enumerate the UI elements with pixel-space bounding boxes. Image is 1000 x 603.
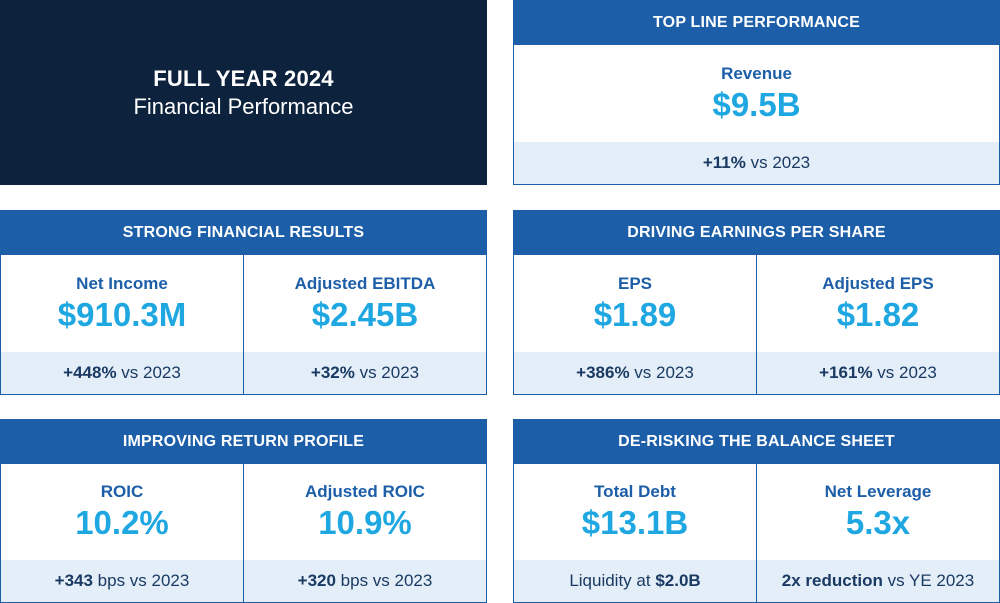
panel-earnings: DRIVING EARNINGS PER SHARE EPS $1.89 +38… <box>513 210 1000 395</box>
panel-title: STRONG FINANCIAL RESULTS <box>1 211 486 255</box>
change-text: Liquidity at <box>569 571 656 590</box>
change-highlight: +32% <box>310 363 355 382</box>
change-text: vs 2023 <box>116 363 181 382</box>
metric-value: $910.3M <box>57 295 187 333</box>
metric-eps: EPS $1.89 +386% vs 2023 <box>514 255 756 394</box>
metric-label: Adjusted EPS <box>822 273 934 293</box>
metric-value: 10.2% <box>75 504 169 541</box>
metric-total-debt: Total Debt $13.1B Liquidity at $2.0B <box>514 464 756 602</box>
change-highlight: 2x reduction <box>781 571 883 590</box>
metric-value: $9.5B <box>712 85 801 123</box>
metric-roic: ROIC 10.2% +343 bps vs 2023 <box>1 464 243 602</box>
metric-value: 10.9% <box>318 504 412 541</box>
change-highlight: +11% <box>702 153 746 172</box>
metric-value: $2.45B <box>311 295 419 333</box>
metric-value: $1.82 <box>836 295 920 333</box>
metric-change: +448% vs 2023 <box>1 352 243 394</box>
panel-title: DE-RISKING THE BALANCE SHEET <box>514 420 999 464</box>
change-highlight: +161% <box>819 363 873 382</box>
panel-title: DRIVING EARNINGS PER SHARE <box>514 211 999 255</box>
metric-change: +343 bps vs 2023 <box>1 560 243 602</box>
metric-label: Revenue <box>721 63 792 83</box>
metric-net-income: Net Income $910.3M +448% vs 2023 <box>1 255 243 394</box>
change-highlight: $2.0B <box>655 571 701 590</box>
panel-returns: IMPROVING RETURN PROFILE ROIC 10.2% +343… <box>0 419 487 603</box>
metric-label: EPS <box>617 273 653 293</box>
metric-label: Adjusted EBITDA <box>294 273 436 293</box>
metric-adjusted-roic: Adjusted ROIC 10.9% +320 bps vs 2023 <box>243 464 486 602</box>
metric-change: +320 bps vs 2023 <box>244 560 486 602</box>
metric-adjusted-ebitda: Adjusted EBITDA $2.45B +32% vs 2023 <box>243 255 486 394</box>
metric-label: Net Income <box>76 273 168 293</box>
panel-title: TOP LINE PERFORMANCE <box>514 1 999 45</box>
change-text: vs 2023 <box>354 363 420 382</box>
panel-balance-sheet: DE-RISKING THE BALANCE SHEET Total Debt … <box>513 419 1000 603</box>
metric-change: Liquidity at $2.0B <box>514 560 756 602</box>
change-text: vs 2023 <box>872 363 937 382</box>
change-highlight: +448% <box>63 363 117 382</box>
metric-label: Net Leverage <box>824 482 932 501</box>
metric-label: Total Debt <box>594 482 676 501</box>
metric-adjusted-eps: Adjusted EPS $1.82 +161% vs 2023 <box>756 255 999 394</box>
metric-change: 2x reduction vs YE 2023 <box>757 560 999 602</box>
change-highlight: +320 <box>297 571 336 590</box>
panel-financial-results: STRONG FINANCIAL RESULTS Net Income $910… <box>0 210 487 395</box>
hero-subtitle: Financial Performance <box>133 93 354 119</box>
change-text: vs YE 2023 <box>882 571 975 590</box>
hero-title: FULL YEAR 2024 <box>153 65 334 91</box>
metric-change: +386% vs 2023 <box>514 352 756 394</box>
panel-title: IMPROVING RETURN PROFILE <box>1 420 486 464</box>
change-highlight: +343 <box>54 571 93 590</box>
metric-value: $13.1B <box>581 504 689 541</box>
change-text: bps vs 2023 <box>92 571 190 590</box>
change-text: vs 2023 <box>629 363 694 382</box>
metric-change: +11% vs 2023 <box>514 142 999 184</box>
metric-net-leverage: Net Leverage 5.3x 2x reduction vs YE 202… <box>756 464 999 602</box>
panel-top-line: TOP LINE PERFORMANCE Revenue $9.5B +11% … <box>513 0 1000 185</box>
metric-value: $1.89 <box>593 295 677 333</box>
metric-change: +32% vs 2023 <box>244 352 486 394</box>
metric-change: +161% vs 2023 <box>757 352 999 394</box>
metric-revenue: Revenue $9.5B +11% vs 2023 <box>514 45 999 184</box>
change-text: bps vs 2023 <box>335 571 433 590</box>
metric-label: Adjusted ROIC <box>305 482 425 501</box>
metric-label: ROIC <box>100 482 144 501</box>
metric-value: 5.3x <box>845 504 911 541</box>
change-text: vs 2023 <box>745 153 811 172</box>
hero-banner: FULL YEAR 2024 Financial Performance <box>0 0 487 185</box>
change-highlight: +386% <box>576 363 630 382</box>
